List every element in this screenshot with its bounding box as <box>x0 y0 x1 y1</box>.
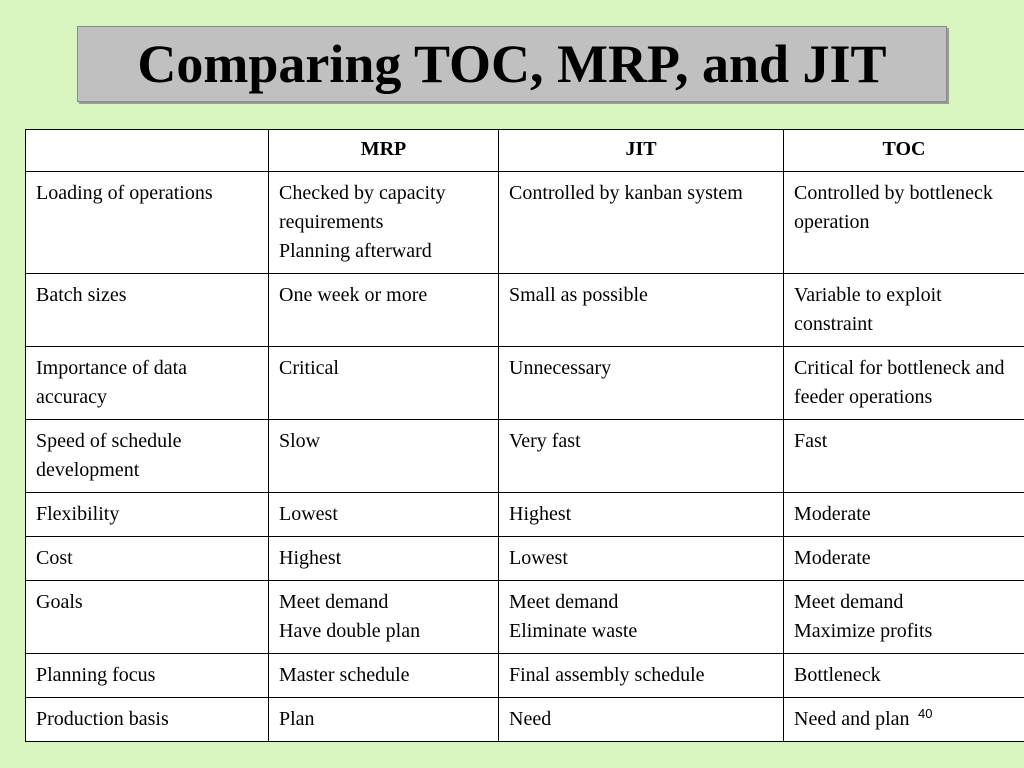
mrp-cell: Plan <box>268 697 499 742</box>
table-row: Goals Meet demand Have double plan Meet … <box>25 580 1024 654</box>
mrp-cell: Meet demand Have double plan <box>268 580 499 654</box>
jit-cell: Need <box>498 697 784 742</box>
table-row: Speed of schedule development Slow Very … <box>25 419 1024 493</box>
jit-cell: Very fast <box>498 419 784 493</box>
jit-cell: Lowest <box>498 536 784 581</box>
header-cell-jit: JIT <box>498 129 784 172</box>
mrp-cell: Checked by capacity requirements Plannin… <box>268 171 499 274</box>
page-number: 40 <box>918 706 933 721</box>
jit-cell: Meet demand Eliminate waste <box>498 580 784 654</box>
mrp-cell: Master schedule <box>268 653 499 698</box>
table-row: Planning focus Master schedule Final ass… <box>25 653 1024 698</box>
row-label-cell: Speed of schedule development <box>25 419 269 493</box>
jit-cell: Final assembly schedule <box>498 653 784 698</box>
mrp-cell: Critical <box>268 346 499 420</box>
table-row: Production basis Plan Need Need and plan <box>25 697 1024 742</box>
mrp-cell: One week or more <box>268 273 499 347</box>
mrp-cell: Slow <box>268 419 499 493</box>
table-row: Loading of operations Checked by capacit… <box>25 171 1024 274</box>
header-cell-mrp: MRP <box>268 129 499 172</box>
row-label-cell: Production basis <box>25 697 269 742</box>
mrp-cell: Highest <box>268 536 499 581</box>
row-label-cell: Importance of data accuracy <box>25 346 269 420</box>
comparison-table: MRP JIT TOC Loading of operations Checke… <box>25 129 1024 742</box>
table-row: Batch sizes One week or more Small as po… <box>25 273 1024 347</box>
jit-cell: Highest <box>498 492 784 537</box>
slide-title: Comparing TOC, MRP, and JIT <box>137 34 887 94</box>
jit-cell: Controlled by kanban system <box>498 171 784 274</box>
toc-cell: Need and plan <box>783 697 1024 742</box>
toc-cell: Moderate <box>783 492 1024 537</box>
toc-cell: Fast <box>783 419 1024 493</box>
row-label-cell: Loading of operations <box>25 171 269 274</box>
slide-title-box: Comparing TOC, MRP, and JIT <box>77 26 947 102</box>
row-label-cell: Flexibility <box>25 492 269 537</box>
jit-cell: Unnecessary <box>498 346 784 420</box>
toc-cell: Moderate <box>783 536 1024 581</box>
table-row: Importance of data accuracy Critical Unn… <box>25 346 1024 420</box>
row-label-cell: Planning focus <box>25 653 269 698</box>
row-label-cell: Goals <box>25 580 269 654</box>
toc-cell: Controlled by bottleneck operation <box>783 171 1024 274</box>
table-row: Flexibility Lowest Highest Moderate <box>25 492 1024 537</box>
toc-cell: Variable to exploit constraint <box>783 273 1024 347</box>
table-row: Cost Highest Lowest Moderate <box>25 536 1024 581</box>
jit-cell: Small as possible <box>498 273 784 347</box>
mrp-cell: Lowest <box>268 492 499 537</box>
row-label-cell: Cost <box>25 536 269 581</box>
table-header-row: MRP JIT TOC <box>25 129 1024 172</box>
toc-cell: Critical for bottleneck and feeder opera… <box>783 346 1024 420</box>
header-cell-toc: TOC <box>783 129 1024 172</box>
header-cell-blank <box>25 129 269 172</box>
toc-cell: Bottleneck <box>783 653 1024 698</box>
toc-cell: Meet demand Maximize profits <box>783 580 1024 654</box>
row-label-cell: Batch sizes <box>25 273 269 347</box>
